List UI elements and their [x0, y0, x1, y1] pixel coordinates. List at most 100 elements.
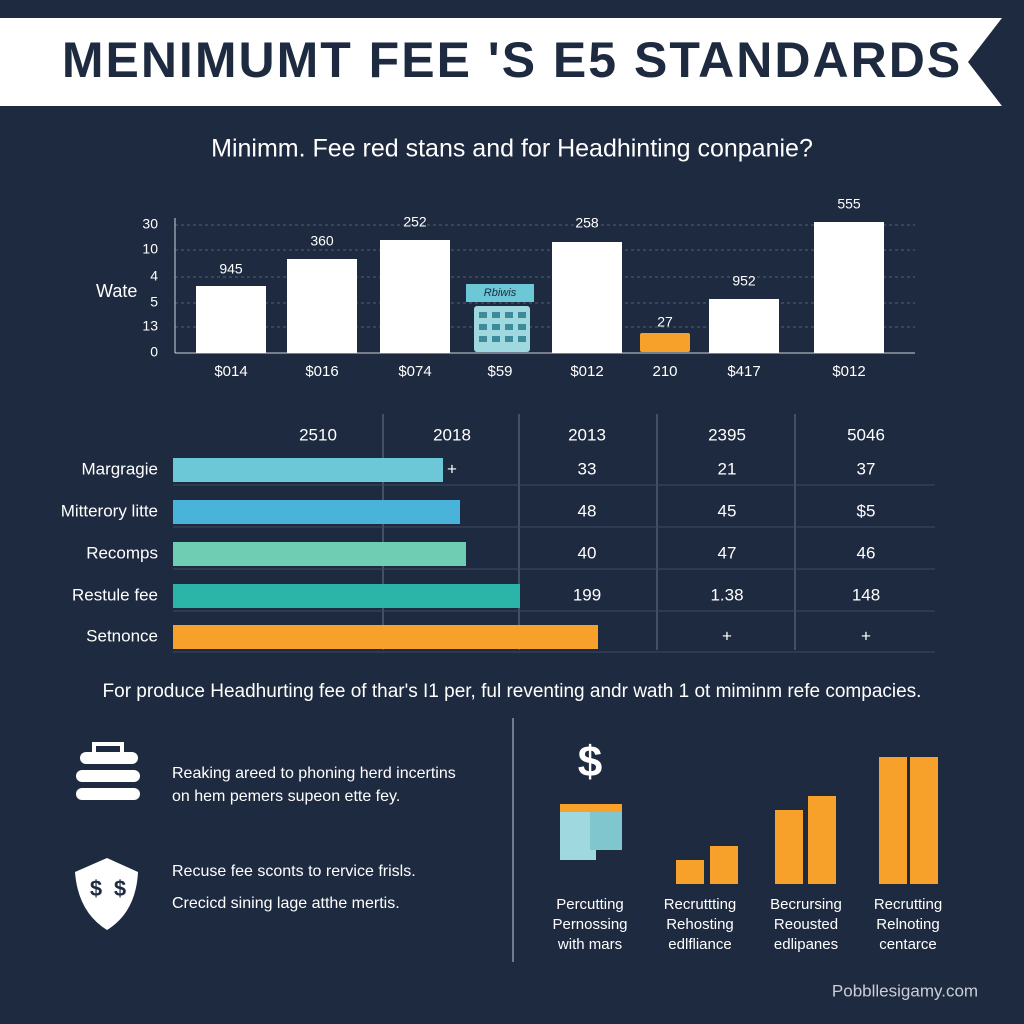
sign-text: Rbiwis — [484, 287, 517, 299]
column-text: Percutting — [556, 896, 624, 913]
cell: 21 — [718, 459, 737, 478]
value-label: 360 — [310, 233, 334, 249]
orange-bars — [676, 757, 938, 884]
value-label: 555 — [837, 196, 861, 212]
feature-text: on hem pemers supeon ette fey. — [172, 788, 400, 805]
dollar-icon: $ — [578, 738, 602, 787]
x-label: $012 — [832, 363, 865, 380]
banner — [0, 18, 1002, 106]
row-bar — [173, 584, 520, 608]
x-label: $012 — [570, 363, 603, 380]
table-header: 2013 — [568, 425, 606, 444]
table-header: 2395 — [708, 425, 746, 444]
window — [492, 324, 500, 330]
column-text: Rehosting — [666, 916, 734, 933]
table-header: 5046 — [847, 425, 885, 444]
axis-label: Wate — [96, 281, 137, 301]
feature-text: Recuse fee sconts to rervice frisls. — [172, 863, 416, 880]
row-bar — [173, 458, 443, 482]
row-label: Mitterory litte — [61, 501, 158, 520]
window — [505, 324, 513, 330]
cell: 47 — [718, 543, 737, 562]
row-label: Setnonce — [86, 626, 158, 645]
window — [505, 336, 513, 342]
y-label: 30 — [142, 216, 158, 232]
cell: 148 — [852, 585, 880, 604]
bar — [380, 240, 450, 353]
x-label: $417 — [727, 363, 760, 380]
row-bar — [173, 625, 598, 649]
value-label: 945 — [219, 261, 243, 277]
window — [518, 312, 526, 318]
y-label: 4 — [150, 268, 158, 284]
subtitle: Minimm. Fee red stans and for Headhintin… — [211, 135, 813, 163]
column-text: centarce — [879, 936, 937, 953]
column-text: Relnoting — [876, 916, 939, 933]
cell: 45 — [718, 501, 737, 520]
svg-text:$: $ — [90, 876, 102, 901]
cell: 1.38 — [710, 585, 743, 604]
window — [518, 336, 526, 342]
svg-text:$: $ — [114, 876, 126, 901]
cell: 48 — [578, 501, 597, 520]
feature-text: Crecicd sining lage atthe mertis. — [172, 895, 400, 912]
x-label: $014 — [214, 363, 247, 380]
window — [479, 336, 487, 342]
row-label: Margragie — [81, 459, 158, 478]
y-label: 13 — [142, 318, 158, 334]
cell: + — [722, 626, 732, 645]
column-text: Recrutting — [874, 896, 942, 913]
shield-icon: $ $ — [75, 858, 138, 930]
bar — [287, 259, 357, 353]
row-label: Recomps — [86, 543, 158, 562]
value-label: 952 — [732, 273, 756, 289]
column-text: edlfliance — [668, 936, 731, 953]
table-header: 2510 — [299, 425, 337, 444]
title: MENIMUMT FEE 'S E5 STANDARDS — [62, 32, 962, 88]
row-label: Restule fee — [72, 585, 158, 604]
bar — [709, 299, 779, 353]
x-label: $074 — [398, 363, 431, 380]
column-text: with mars — [557, 936, 622, 953]
window — [479, 324, 487, 330]
table-header: 2018 — [433, 425, 471, 444]
value-label: 252 — [403, 214, 427, 230]
stack-icon — [76, 742, 140, 800]
bar — [552, 242, 622, 353]
cell: + — [861, 626, 871, 645]
cell: 33 — [578, 459, 597, 478]
y-label: 10 — [142, 241, 158, 257]
row-bar — [173, 542, 466, 566]
x-label: 210 — [652, 363, 677, 380]
cell: $5 — [857, 501, 876, 520]
x-label: $59 — [487, 363, 512, 380]
bar — [814, 222, 884, 353]
column-text: Reousted — [774, 916, 838, 933]
cell: 199 — [573, 585, 601, 604]
boxes-icon — [560, 804, 622, 860]
feature-text: Reaking areed to phoning herd incertins — [172, 765, 456, 782]
window — [492, 312, 500, 318]
y-label: 0 — [150, 344, 158, 360]
window — [505, 312, 513, 318]
column-text: Becrursing — [770, 896, 842, 913]
window — [492, 336, 500, 342]
y-label: 5 — [150, 294, 158, 310]
column-text: edlipanes — [774, 936, 838, 953]
cell: 40 — [578, 543, 597, 562]
column-text: Recruttting — [664, 896, 737, 913]
value-label: 258 — [575, 215, 599, 231]
sign — [466, 284, 534, 302]
window — [479, 312, 487, 318]
bar — [196, 286, 266, 353]
cell: + — [447, 459, 457, 478]
building-icon — [474, 306, 530, 352]
column-text: Pernossing — [552, 916, 627, 933]
value-label: 27 — [657, 314, 673, 330]
row-bar — [173, 500, 460, 524]
window — [518, 324, 526, 330]
watermark: Pobbllesigamy.com — [832, 981, 978, 1000]
note: For produce Headhurting fee of thar's I1… — [103, 681, 922, 702]
